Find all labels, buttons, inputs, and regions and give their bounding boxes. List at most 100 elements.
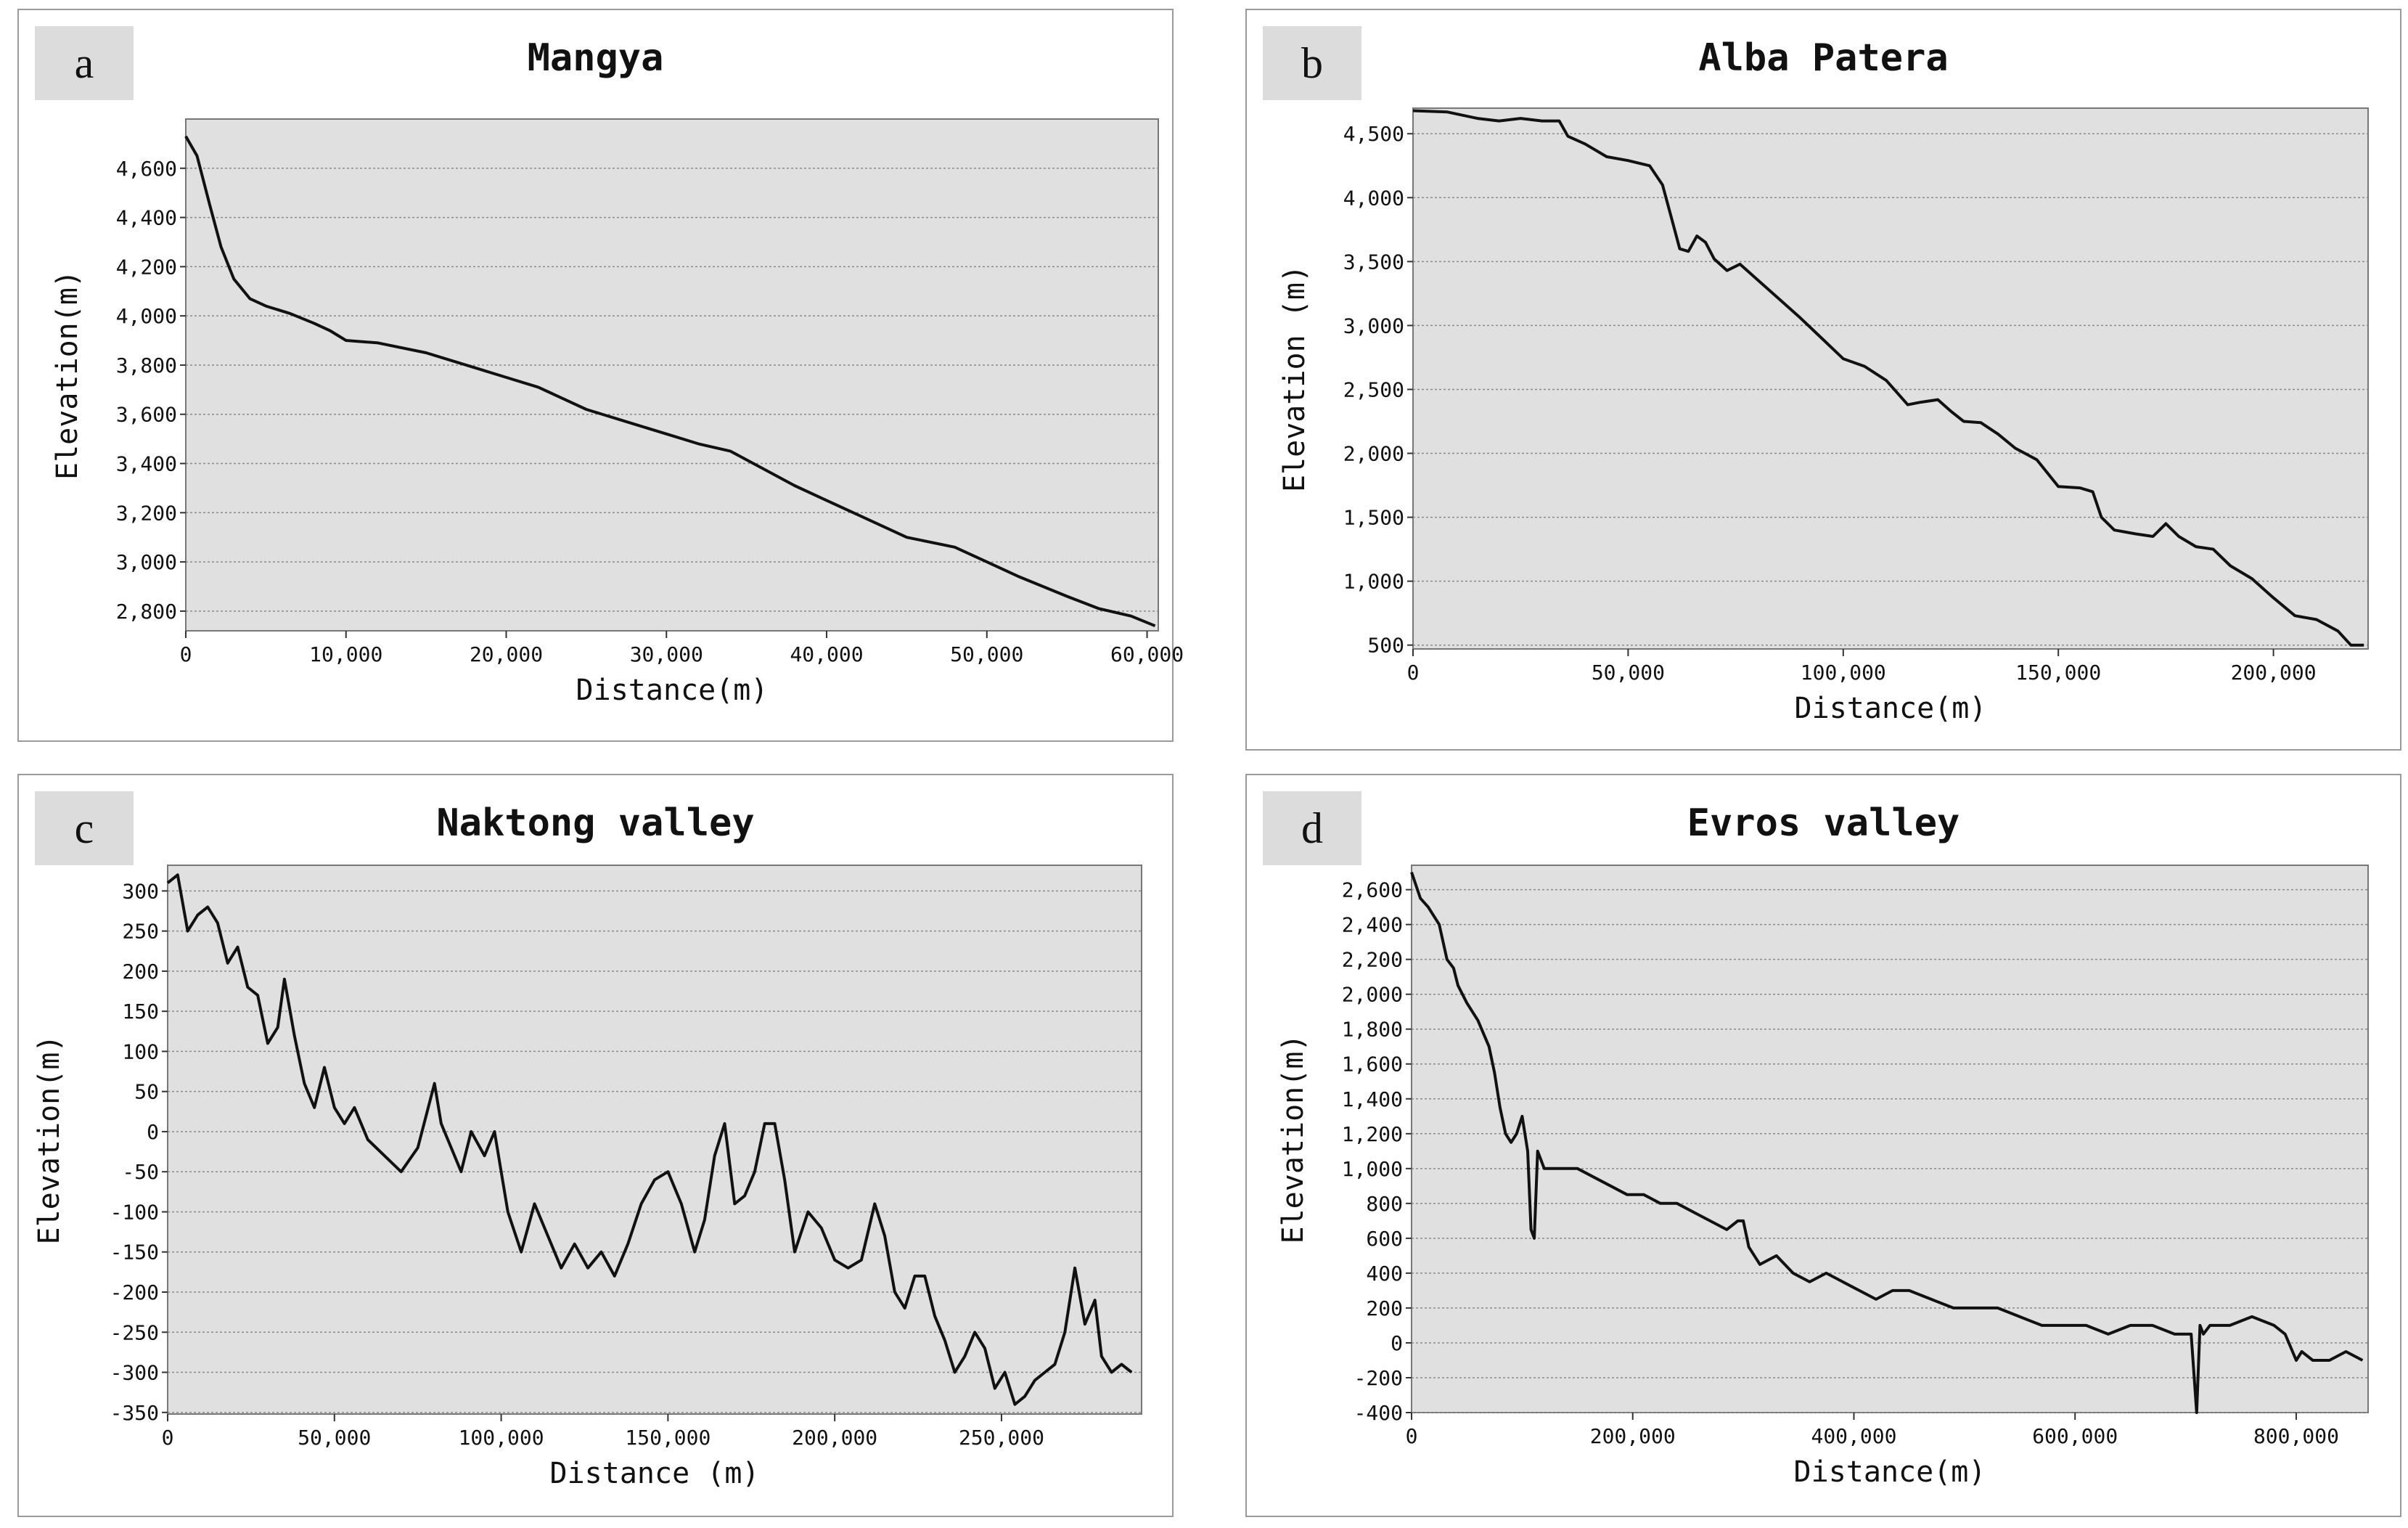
- y-tick-label: -100: [110, 1200, 159, 1224]
- plot-area: [1412, 107, 2369, 650]
- x-tick-label: 200,000: [2231, 661, 2317, 685]
- y-tick-label: 3,200: [116, 501, 177, 525]
- x-tick-label: 30,000: [630, 642, 703, 666]
- x-tick-label: 0: [180, 642, 192, 666]
- x-tick-label: 800,000: [2253, 1424, 2339, 1448]
- x-tick-label: 250,000: [959, 1426, 1044, 1450]
- y-tick-label: 2,200: [1342, 948, 1403, 972]
- y-tick-label: 200: [1366, 1296, 1403, 1320]
- x-tick-label: 50,000: [950, 642, 1023, 666]
- y-tick-label: 2,800: [116, 600, 177, 624]
- y-tick-label: 3,800: [116, 354, 177, 377]
- y-tick-label: 1,000: [1342, 1157, 1403, 1181]
- y-tick-label: -200: [110, 1280, 159, 1304]
- y-tick-label: 2,600: [1342, 878, 1403, 902]
- x-tick-label: 50,000: [1592, 661, 1665, 685]
- x-axis-title: Distance(m): [576, 674, 769, 707]
- x-tick-label: 100,000: [1801, 661, 1886, 685]
- x-tick-label: 150,000: [625, 1426, 710, 1450]
- y-axis-title: Elevation(m): [51, 270, 84, 480]
- x-tick-label: 60,000: [1110, 642, 1184, 666]
- chart-panel-b: b Alba Patera 500 1,000 1,500 2,000 2,500 3,0…: [1245, 9, 2401, 751]
- x-axis-title: Distance(m): [1794, 1455, 1986, 1489]
- y-tick-label: 0: [1391, 1331, 1403, 1355]
- y-tick-label: 200: [122, 960, 159, 984]
- plot-area: [167, 865, 1142, 1415]
- chart-plot: -400 -200 0 200 400 600 800 1,000 1,200 1,400 1,60…: [1277, 865, 2369, 1489]
- y-tick-label: 3,400: [116, 452, 177, 476]
- x-tick-label: 0: [162, 1426, 174, 1450]
- y-tick-label: 4,200: [116, 255, 177, 279]
- series-line: [1412, 109, 2364, 647]
- y-tick-label: 2,400: [1342, 913, 1403, 937]
- y-tick-label: 3,500: [1343, 250, 1404, 274]
- y-tick-label: 4,000: [1343, 186, 1404, 210]
- y-tick-label: -400: [1354, 1401, 1403, 1425]
- panel-label: b: [1263, 26, 1361, 100]
- y-tick-label: 400: [1366, 1262, 1403, 1286]
- y-tick-label: 1,000: [1343, 570, 1404, 594]
- plot-area: [185, 118, 1159, 632]
- y-tick-label: 50: [134, 1080, 159, 1104]
- y-axis-title: Elevation(m): [33, 1035, 66, 1245]
- chart-plot: 500 1,000 1,500 2,000 2,500 3,000 3,500 4,000 4,…: [1278, 107, 2369, 725]
- y-tick-label: -300: [110, 1361, 159, 1385]
- y-tick-label: 4,600: [116, 157, 177, 181]
- x-tick-label: 0: [1406, 1424, 1418, 1448]
- y-tick-label: -50: [122, 1160, 159, 1184]
- x-axis-title: Distance (m): [550, 1457, 760, 1490]
- series-line: [166, 873, 1133, 1406]
- chart-title: Mangya: [527, 36, 664, 80]
- y-axis-title: Elevation(m): [1277, 1034, 1310, 1244]
- y-tick-label: -250: [110, 1320, 159, 1344]
- y-axis-title: Elevation (m): [1278, 265, 1311, 492]
- y-tick-label: 600: [1366, 1227, 1403, 1251]
- panel-label: a: [35, 26, 134, 100]
- y-tick-label: 4,000: [116, 304, 177, 328]
- chart-panel-a: a Mangya 2,800 3,000 3,200 3,400 3,600 3,800 4…: [17, 9, 1184, 742]
- x-tick-label: 200,000: [792, 1426, 877, 1450]
- chart-plot: -350 -300 -250 -200 -150 -100 -50 0 50 100 150 200 2…: [33, 865, 1142, 1490]
- x-tick-label: 100,000: [459, 1426, 544, 1450]
- y-tick-label: 4,500: [1343, 122, 1404, 146]
- y-tick-label: 250: [122, 920, 159, 944]
- chart-title: Evros valley: [1687, 801, 1960, 845]
- y-tick-label: 500: [1367, 634, 1404, 658]
- x-tick-label: 40,000: [790, 642, 863, 666]
- x-tick-label: 150,000: [2015, 661, 2101, 685]
- y-tick-label: 2,000: [1343, 442, 1404, 466]
- y-tick-label: -200: [1354, 1366, 1403, 1390]
- y-tick-label: 2,500: [1343, 377, 1404, 401]
- y-tick-label: 1,800: [1342, 1018, 1403, 1042]
- x-tick-label: 0: [1407, 661, 1420, 685]
- y-tick-label: 0: [147, 1120, 159, 1144]
- chart-panel-d: d Evros valley -400 -200 0 200 400 600 800 1,00…: [1245, 774, 2401, 1517]
- y-tick-label: 3,000: [116, 550, 177, 574]
- y-tick-label: -150: [110, 1241, 159, 1265]
- y-tick-label: 3,000: [1343, 314, 1404, 338]
- x-tick-label: 600,000: [2032, 1424, 2118, 1448]
- series-line: [184, 135, 1156, 628]
- chart-title: Naktong valley: [436, 801, 755, 845]
- y-tick-label: 1,600: [1342, 1053, 1403, 1076]
- y-tick-label: 300: [122, 879, 159, 903]
- y-tick-label: -350: [110, 1401, 159, 1425]
- y-tick-label: 1,500: [1343, 506, 1404, 530]
- y-tick-label: 4,400: [116, 206, 177, 230]
- plot-area: [1411, 865, 2369, 1413]
- chart-plot: 2,800 3,000 3,200 3,400 3,600 3,800 4,000 4,200…: [51, 118, 1184, 707]
- x-tick-label: 200,000: [1590, 1424, 1676, 1448]
- chart-title: Alba Patera: [1698, 36, 1949, 80]
- x-tick-label: 50,000: [298, 1426, 371, 1450]
- series-line: [1410, 871, 2364, 1414]
- panel-label: d: [1263, 791, 1361, 865]
- y-tick-label: 800: [1366, 1192, 1403, 1216]
- x-axis-title: Distance(m): [1795, 692, 1987, 725]
- panel-label: c: [35, 791, 134, 865]
- y-tick-label: 150: [122, 1000, 159, 1024]
- chart-panel-c: c Naktong valley -350 -300 -250 -200 -150 -10…: [17, 774, 1174, 1517]
- y-tick-label: 3,600: [116, 403, 177, 427]
- y-tick-label: 1,400: [1342, 1087, 1403, 1111]
- x-tick-label: 400,000: [1811, 1424, 1896, 1448]
- y-tick-label: 100: [122, 1039, 159, 1063]
